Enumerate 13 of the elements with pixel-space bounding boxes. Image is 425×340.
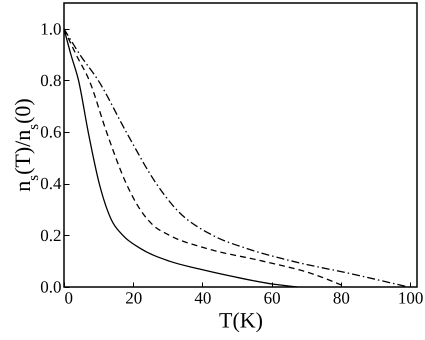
y-tick-label: 0.8 <box>40 70 62 90</box>
y-tick-label: 0.6 <box>40 122 62 142</box>
x-tick-label: 60 <box>264 288 281 308</box>
x-tick-label: 80 <box>332 288 350 308</box>
y-tick-label: 0.0 <box>40 278 62 296</box>
x-tick-label: 0 <box>64 288 73 308</box>
x-tick-label: 100 <box>398 288 424 308</box>
x-tick-label: 40 <box>194 288 212 308</box>
y-tick-label: 0.4 <box>40 174 62 194</box>
y-tick-label: 1.0 <box>40 19 62 38</box>
y-tick-label: 0.2 <box>40 226 62 245</box>
x-tick-label: 20 <box>125 288 142 308</box>
x-axis-title: T(K) <box>219 308 263 332</box>
